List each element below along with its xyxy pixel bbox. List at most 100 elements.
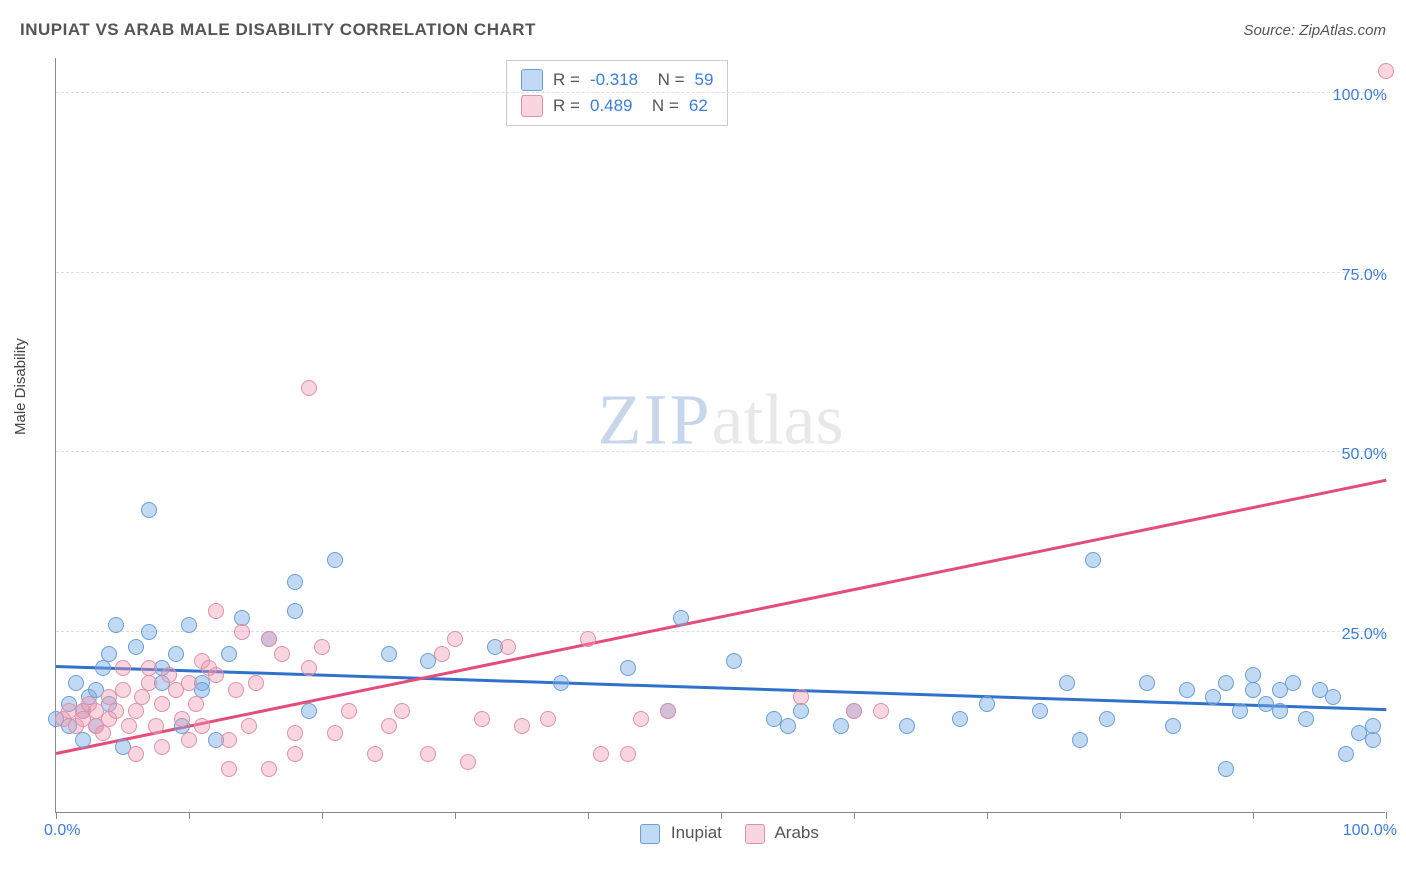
data-point <box>420 746 436 762</box>
data-point <box>1218 675 1234 691</box>
data-point <box>1245 682 1261 698</box>
legend-r-label: R = <box>553 70 580 90</box>
data-point <box>287 574 303 590</box>
x-tick <box>1253 812 1254 819</box>
y-tick-label: 50.0% <box>1342 446 1387 464</box>
data-point <box>434 646 450 662</box>
data-point <box>1072 732 1088 748</box>
data-point <box>1378 63 1394 79</box>
data-point <box>128 639 144 655</box>
correlation-legend: R = -0.318 N = 59 R = 0.489 N = 62 <box>506 60 728 126</box>
legend-row-arabs: R = 0.489 N = 62 <box>521 93 713 119</box>
data-point <box>274 646 290 662</box>
data-point <box>287 725 303 741</box>
chart-header: INUPIAT VS ARAB MALE DISABILITY CORRELAT… <box>20 20 1386 40</box>
data-point <box>580 631 596 647</box>
data-point <box>633 711 649 727</box>
x-tick <box>455 812 456 819</box>
data-point <box>474 711 490 727</box>
data-point <box>793 703 809 719</box>
gridline <box>56 92 1385 93</box>
trend-line <box>56 479 1386 755</box>
data-point <box>141 624 157 640</box>
data-point <box>287 603 303 619</box>
data-point <box>128 746 144 762</box>
data-point <box>1205 689 1221 705</box>
data-point <box>95 725 111 741</box>
data-point <box>1032 703 1048 719</box>
legend-n-value-0: 59 <box>695 70 714 90</box>
data-point <box>1165 718 1181 734</box>
data-point <box>620 660 636 676</box>
y-tick-label: 25.0% <box>1342 626 1387 644</box>
data-point <box>301 703 317 719</box>
swatch-arabs <box>521 95 543 117</box>
data-point <box>115 660 131 676</box>
x-tick <box>322 812 323 819</box>
data-point <box>241 718 257 734</box>
data-point <box>327 725 343 741</box>
watermark-zip: ZIP <box>598 379 712 459</box>
data-point <box>108 703 124 719</box>
x-tick <box>56 812 57 819</box>
data-point <box>134 689 150 705</box>
x-tick <box>1386 812 1387 819</box>
gridline <box>56 631 1385 632</box>
data-point <box>873 703 889 719</box>
data-point <box>181 732 197 748</box>
data-point <box>1365 732 1381 748</box>
data-point <box>1059 675 1075 691</box>
x-tick <box>588 812 589 819</box>
x-tick <box>854 812 855 819</box>
data-point <box>188 696 204 712</box>
data-point <box>979 696 995 712</box>
x-tick <box>189 812 190 819</box>
data-point <box>660 703 676 719</box>
data-point <box>1325 689 1341 705</box>
legend-row-inupiat: R = -0.318 N = 59 <box>521 67 713 93</box>
swatch-arabs <box>745 824 765 844</box>
x-tick-label-min: 0.0% <box>44 822 80 840</box>
chart-title: INUPIAT VS ARAB MALE DISABILITY CORRELAT… <box>20 20 536 40</box>
series-legend: Inupiat Arabs <box>56 823 1385 844</box>
data-point <box>221 761 237 777</box>
data-point <box>833 718 849 734</box>
data-point <box>447 631 463 647</box>
data-point <box>314 639 330 655</box>
source-attribution: Source: ZipAtlas.com <box>1243 22 1386 39</box>
data-point <box>261 631 277 647</box>
data-point <box>593 746 609 762</box>
data-point <box>228 682 244 698</box>
data-point <box>1232 703 1248 719</box>
data-point <box>460 754 476 770</box>
data-point <box>381 646 397 662</box>
y-tick-label: 100.0% <box>1333 87 1387 105</box>
data-point <box>75 732 91 748</box>
data-point <box>726 653 742 669</box>
data-point <box>108 617 124 633</box>
data-point <box>121 718 137 734</box>
data-point <box>1099 711 1115 727</box>
data-point <box>673 610 689 626</box>
data-point <box>899 718 915 734</box>
data-point <box>221 732 237 748</box>
data-point <box>780 718 796 734</box>
data-point <box>327 552 343 568</box>
data-point <box>367 746 383 762</box>
data-point <box>301 380 317 396</box>
data-point <box>174 711 190 727</box>
x-tick <box>721 812 722 819</box>
data-point <box>540 711 556 727</box>
data-point <box>341 703 357 719</box>
legend-r-value-0: -0.318 <box>590 70 638 90</box>
data-point <box>68 675 84 691</box>
scatter-plot-area: ZIPatlas R = -0.318 N = 59 R = 0.489 N =… <box>55 58 1385 813</box>
data-point <box>952 711 968 727</box>
data-point <box>234 624 250 640</box>
data-point <box>1139 675 1155 691</box>
data-point <box>115 682 131 698</box>
data-point <box>1298 711 1314 727</box>
data-point <box>181 617 197 633</box>
x-tick <box>1120 812 1121 819</box>
data-point <box>620 746 636 762</box>
